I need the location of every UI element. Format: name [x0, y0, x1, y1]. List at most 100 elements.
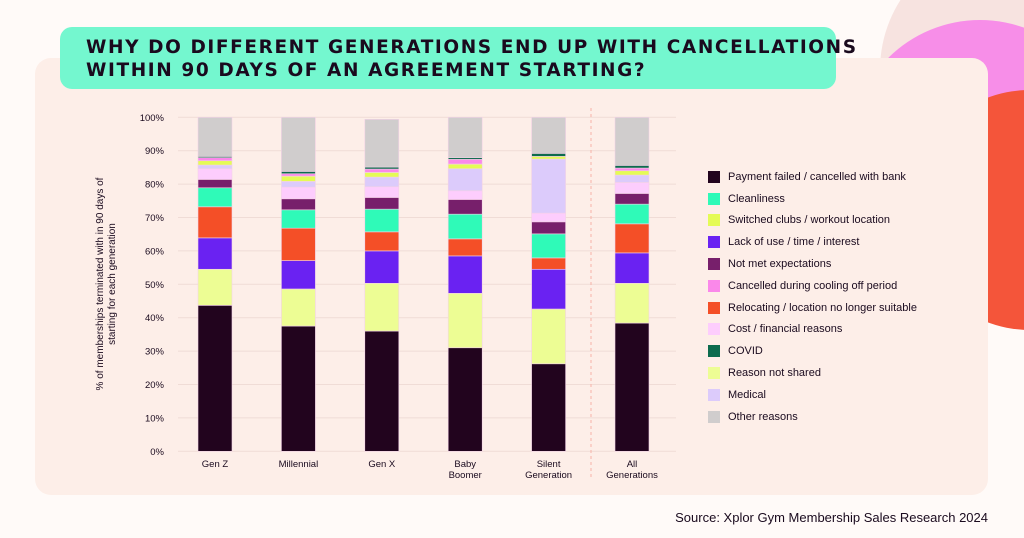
- legend-label: Payment failed / cancelled with bank: [728, 170, 906, 183]
- bar-segment: [614, 165, 650, 169]
- legend-swatch: [708, 279, 720, 292]
- bar-segment: [364, 186, 400, 198]
- x-tick-label: Gen Z: [202, 459, 229, 470]
- bar-segment: [281, 175, 316, 182]
- bar-segment: [531, 153, 566, 157]
- bar-segment: [364, 208, 400, 233]
- bar-segment: [281, 181, 316, 188]
- bar-segment: [364, 166, 400, 170]
- bar-segment: [447, 168, 483, 192]
- y-tick-label: 90%: [145, 146, 165, 157]
- source-note: Source: Xplor Gym Membership Sales Resea…: [675, 510, 988, 525]
- x-tick-label: Millennial: [279, 459, 319, 470]
- legend-swatch: [708, 301, 720, 314]
- bar-segment: [531, 156, 566, 160]
- legend-label: Lack of use / time / interest: [728, 236, 860, 249]
- bar-segment: [364, 330, 400, 452]
- bar-segment: [447, 238, 483, 257]
- legend-label: COVID: [728, 345, 763, 358]
- x-tick-label: All: [627, 459, 638, 470]
- title-line: WITHIN 90 DAYS OF AN AGREEMENT STARTING?: [86, 60, 647, 81]
- legend: Payment failed / cancelled with bank Clea…: [708, 166, 917, 428]
- y-tick-label: 0%: [150, 447, 164, 458]
- legend-label: Cancelled during cooling off period: [728, 279, 898, 292]
- bar-segment: [531, 257, 566, 270]
- y-axis-label: % of memberships terminated with in 90 d…: [95, 177, 106, 390]
- x-tick-label: Boomer: [449, 470, 482, 481]
- bar-segment: [197, 179, 233, 189]
- bar-segment: [531, 308, 566, 365]
- bar-segment: [281, 227, 316, 261]
- x-tick-label: Generation: [525, 470, 572, 481]
- bar-segment: [281, 173, 316, 177]
- bar-segment: [531, 158, 566, 214]
- bar-segment: [614, 167, 650, 172]
- x-tick-label: Generations: [606, 470, 658, 481]
- y-tick-label: 70%: [145, 213, 165, 224]
- y-axis-label: starting for each generation: [107, 223, 118, 345]
- legend-item: Cleanliness: [708, 188, 917, 210]
- y-tick-label: 40%: [145, 313, 165, 324]
- bar-segment: [197, 160, 233, 166]
- title-line: WHY DO DIFFERENT GENERATIONS END UP WITH…: [86, 37, 858, 58]
- bar-segment: [447, 293, 483, 349]
- bar-segment: [364, 119, 400, 168]
- legend-item: COVID: [708, 340, 917, 362]
- bar-segment: [364, 197, 400, 210]
- legend-label: Cost / financial reasons: [728, 323, 843, 336]
- bar-segment: [197, 305, 233, 452]
- legend-swatch: [708, 323, 720, 336]
- bar-segment: [614, 182, 650, 194]
- legend-item: Medical: [708, 384, 917, 406]
- bar-segment: [614, 174, 650, 183]
- bar-segment: [364, 250, 400, 284]
- legend-swatch: [708, 236, 720, 249]
- legend-item: Cost / financial reasons: [708, 319, 917, 341]
- bar-segment: [614, 282, 650, 324]
- bar-segment: [531, 221, 566, 235]
- bar-segment: [197, 268, 233, 306]
- bar-segment: [614, 170, 650, 176]
- legend-swatch: [708, 388, 720, 401]
- legend-item: Not met expectations: [708, 253, 917, 275]
- legend-item: Cancelled during cooling off period: [708, 275, 917, 297]
- y-tick-label: 30%: [145, 347, 165, 358]
- bar-segment: [281, 198, 316, 211]
- title-banner: WHY DO DIFFERENT GENERATIONS END UP WITH…: [60, 27, 858, 89]
- x-tick-label: Gen X: [368, 459, 396, 470]
- bar-segment: [197, 164, 233, 170]
- x-tick-label: Baby: [454, 459, 476, 470]
- y-tick-label: 20%: [145, 380, 165, 391]
- bar-segment: [281, 288, 316, 327]
- bar-segment: [447, 199, 483, 215]
- bar-segment: [614, 117, 650, 166]
- legend-label: Other reasons: [728, 410, 798, 423]
- bar-segment: [531, 363, 566, 452]
- legend-swatch: [708, 170, 720, 183]
- legend-swatch: [708, 258, 720, 271]
- bar-segment: [197, 206, 233, 239]
- legend-label: Switched clubs / workout location: [728, 214, 891, 227]
- bar-segment: [447, 163, 483, 170]
- bar-segment: [364, 168, 400, 173]
- bar-segment: [614, 193, 650, 205]
- legend-label: Reason not shared: [728, 367, 821, 380]
- legend-swatch: [708, 367, 720, 380]
- bar-segment: [281, 186, 316, 200]
- bar-segment: [447, 213, 483, 240]
- legend-item: Lack of use / time / interest: [708, 231, 917, 253]
- bar-segment: [447, 255, 483, 294]
- x-tick-label: Silent: [537, 459, 561, 470]
- bar-segment: [364, 231, 400, 252]
- legend-item: Relocating / location no longer suitable: [708, 297, 917, 319]
- bar-segment: [531, 212, 566, 223]
- bar-segment: [364, 176, 400, 188]
- bar-segment: [281, 171, 316, 175]
- bar-segment: [531, 268, 566, 310]
- legend-item: Reason not shared: [708, 362, 917, 384]
- legend-label: Not met expectations: [728, 258, 832, 271]
- bar-segment: [614, 203, 650, 225]
- y-tick-label: 10%: [145, 413, 165, 424]
- y-tick-label: 60%: [145, 246, 165, 257]
